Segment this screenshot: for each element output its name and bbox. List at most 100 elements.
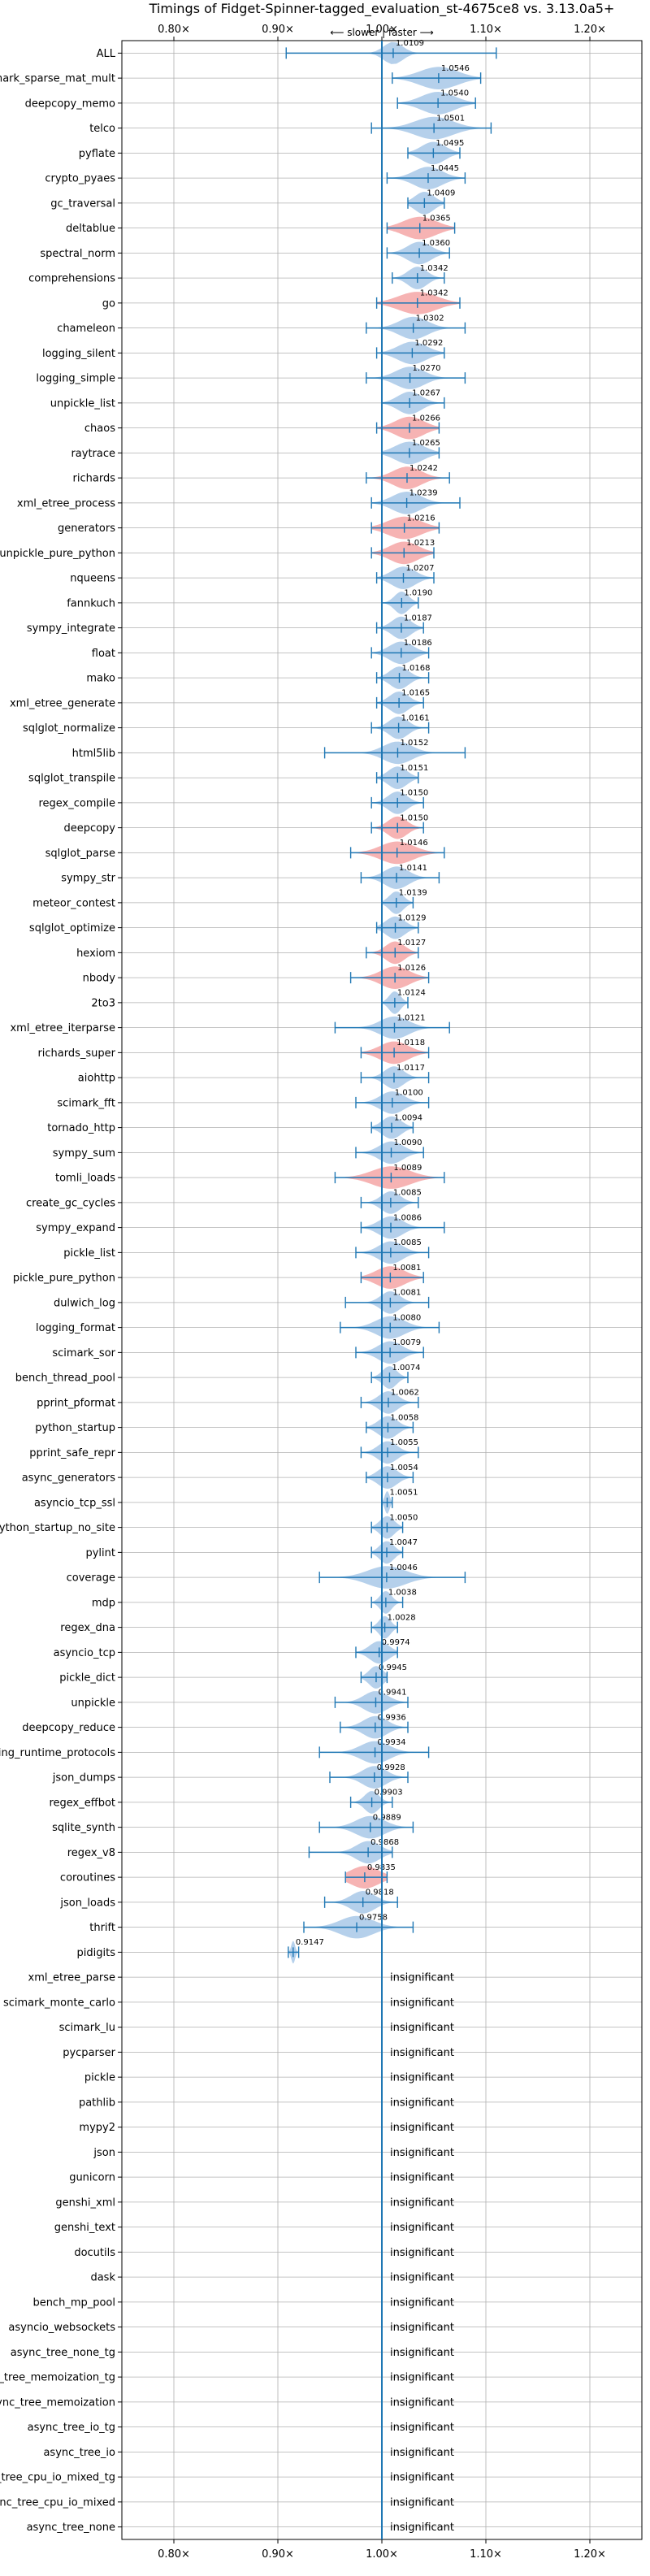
benchmark-label: sqlglot_optimize <box>29 922 115 935</box>
value-label: 0.9868 <box>370 1838 399 1847</box>
value-label: 1.0028 <box>388 1613 416 1622</box>
value-label: 1.0207 <box>405 564 434 573</box>
value-label: 1.0360 <box>422 239 450 248</box>
benchmark-label: create_gc_cycles <box>26 1197 115 1209</box>
benchmark-label: dask <box>90 2272 115 2284</box>
benchmark-label: async_tree_io_tg <box>28 2422 115 2434</box>
benchmark-label: sympy_str <box>61 873 115 885</box>
value-label: 1.0089 <box>393 1164 422 1173</box>
value-label: 1.0270 <box>413 364 441 373</box>
benchmark-label: sqlglot_normalize <box>23 722 115 735</box>
value-label: 1.0062 <box>391 1389 419 1398</box>
benchmark-label: pyflate <box>79 148 115 160</box>
benchmark-label: async_tree_none <box>27 2522 115 2534</box>
value-label: 1.0079 <box>392 1338 421 1347</box>
insignificant-label: insignificant <box>390 2172 454 2184</box>
insignificant-label: insignificant <box>390 2147 454 2159</box>
benchmark-label: xml_etree_parse <box>28 1972 115 1984</box>
value-label: 1.0086 <box>393 1213 422 1222</box>
value-label: 1.0055 <box>390 1438 418 1447</box>
benchmark-label: asyncio_tcp_ssl <box>34 1497 115 1509</box>
value-label: 1.0186 <box>404 639 432 648</box>
value-label: 1.0409 <box>427 189 455 198</box>
benchmark-label: mdp <box>92 1597 115 1609</box>
insignificant-label: insignificant <box>390 2472 454 2484</box>
value-label: 0.9147 <box>296 1938 324 1947</box>
benchmark-label: logging_simple <box>36 373 115 385</box>
insignificant-label: insignificant <box>390 2197 454 2209</box>
value-label: 1.0090 <box>394 1138 422 1147</box>
benchmark-label: sqlite_synth <box>52 1822 115 1834</box>
benchmark-label: fannkuch <box>67 597 115 609</box>
benchmark-label: async_tree_none_tg <box>11 2347 115 2359</box>
value-label: 1.0152 <box>400 739 428 748</box>
benchmark-label: pickle_dict <box>59 1672 115 1685</box>
value-label: 1.0265 <box>412 439 440 448</box>
benchmark-label: telco <box>89 123 115 135</box>
value-label: 1.0054 <box>390 1464 418 1472</box>
value-label: 1.0085 <box>393 1189 422 1198</box>
value-label: 1.0165 <box>401 689 430 698</box>
benchmark-label: sympy_integrate <box>27 622 115 635</box>
benchmark-label: asyncio_websockets <box>8 2322 115 2334</box>
benchmark-label: sympy_sum <box>53 1147 115 1160</box>
x-tick-label-bottom: 1.20× <box>574 2548 606 2561</box>
plot-area: 0.80× 0.80× 0.90× 0.90× 1.00× 1.00× 1.10× 1.10×… <box>0 24 643 2561</box>
benchmark-label: sympy_expand <box>36 1222 115 1234</box>
benchmark-label: dulwich_log <box>54 1297 115 1309</box>
value-label: 1.0365 <box>422 214 451 223</box>
benchmark-label: xml_etree_generate <box>10 697 115 709</box>
value-label: 1.0150 <box>400 789 428 798</box>
value-label: 1.0146 <box>400 839 428 848</box>
benchmark-label: tomli_loads <box>55 1173 115 1185</box>
benchmark-label: python_startup <box>35 1422 115 1434</box>
benchmark-label: chameleon <box>57 323 115 335</box>
insignificant-label: insignificant <box>390 2247 454 2259</box>
value-label: 1.0109 <box>396 39 424 48</box>
benchmark-label: generators <box>58 523 115 535</box>
benchmark-label: unpickle_pure_python <box>0 548 115 560</box>
value-label: 1.0445 <box>431 164 459 173</box>
benchmark-label: crypto_pyaes <box>45 173 115 185</box>
value-label: 1.0242 <box>410 464 438 473</box>
chart-title: Timings of Fidget-Spinner-tagged_evaluat… <box>149 1 615 17</box>
x-tick-label-bottom: 1.00× <box>366 2548 398 2561</box>
value-label: 1.0081 <box>392 1264 421 1273</box>
insignificant-label: insignificant <box>390 2097 454 2109</box>
value-label: 1.0141 <box>399 864 427 873</box>
value-label: 1.0213 <box>406 539 435 548</box>
benchmark-label: xml_etree_process <box>17 497 115 510</box>
value-label: 1.0080 <box>392 1313 421 1322</box>
value-label: 1.0050 <box>389 1513 418 1522</box>
insignificant-label: insignificant <box>390 2122 454 2134</box>
benchmark-label: tornado_http <box>47 1122 115 1134</box>
insignificant-label: insignificant <box>390 2272 454 2284</box>
insignificant-label: insignificant <box>390 2296 454 2309</box>
benchmark-label: json <box>93 2147 115 2159</box>
value-label: 1.0124 <box>397 989 426 998</box>
benchmark-label: chaos <box>84 423 115 435</box>
benchmark-label: spectral_norm <box>40 248 115 260</box>
value-label: 1.0216 <box>407 514 436 523</box>
benchmark-label: sqlglot_transpile <box>28 773 115 785</box>
value-label: 1.0126 <box>397 964 426 973</box>
benchmark-label: genshi_xml <box>55 2197 115 2209</box>
value-label: 1.0239 <box>410 489 438 498</box>
value-label: 0.9758 <box>359 1913 388 1922</box>
benchmark-label: logging_format <box>36 1322 115 1334</box>
benchmark-label: asyncio_tcp <box>54 1647 115 1659</box>
x-tick-label-bottom: 0.80× <box>158 2548 190 2561</box>
insignificant-label: insignificant <box>390 2396 454 2409</box>
value-label: 0.9974 <box>382 1638 410 1647</box>
value-label: 1.0190 <box>404 589 432 598</box>
value-label: 1.0118 <box>396 1039 425 1047</box>
benchmark-label: json_dumps <box>52 1772 115 1785</box>
benchmark-label: thrift <box>89 1922 115 1934</box>
benchmark-label: hexiom <box>76 948 115 960</box>
benchmark-label: html5lib <box>72 748 115 760</box>
value-label: 1.0051 <box>390 1489 418 1498</box>
benchmark-label: coverage <box>67 1572 115 1585</box>
benchmark-label: mypy2 <box>79 2122 115 2134</box>
